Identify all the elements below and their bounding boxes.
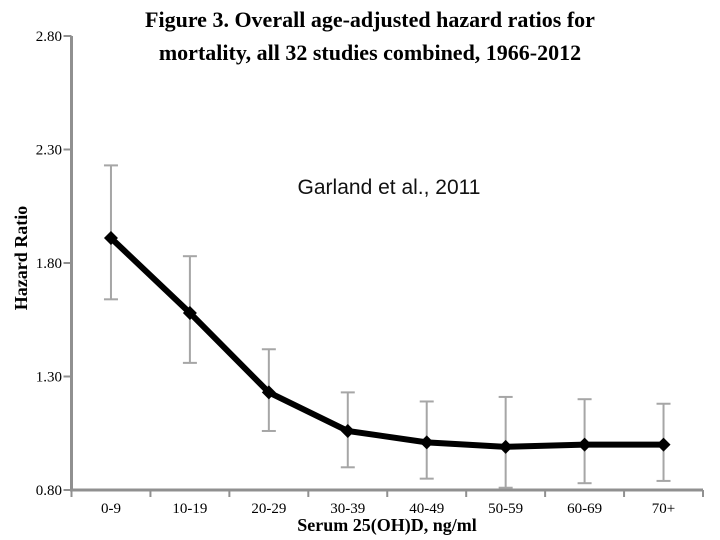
x-tick-label: 50-59 (488, 501, 523, 517)
x-tick-label: 40-49 (409, 501, 444, 517)
data-point-marker (419, 435, 434, 450)
data-point-marker (656, 437, 671, 452)
data-point-marker (261, 385, 276, 400)
figure-title-line-2: mortality, all 32 studies combined, 1966… (158, 40, 582, 65)
data-point-marker (340, 423, 355, 438)
x-tick-label: 60-69 (567, 501, 602, 517)
data-point-marker (498, 439, 513, 454)
data-point-marker (182, 305, 197, 320)
y-tick-label: 2.80 (36, 29, 62, 45)
x-tick-label: 30-39 (330, 501, 365, 517)
y-tick-label: 1.30 (36, 370, 62, 386)
y-tick-label: 0.80 (36, 483, 62, 499)
series-line (108, 235, 664, 450)
x-tick-label: 0-9 (101, 501, 121, 517)
data-point-marker (577, 437, 592, 452)
figure-title: Figure 3. Overall age-adjusted hazard ra… (20, 3, 720, 69)
data-point-marker (103, 231, 118, 246)
x-tick-label: 10-19 (172, 501, 207, 517)
y-tick-label: 1.80 (36, 256, 62, 272)
x-axis-title: Serum 25(OH)D, ng/ml (297, 515, 477, 536)
y-axis-title: Hazard Ratio (11, 206, 31, 310)
x-tick-label: 70+ (652, 501, 675, 517)
annotation-citation: Garland et al., 2011 (297, 176, 481, 199)
figure-title-line-1: Figure 3. Overall age-adjusted hazard ra… (145, 7, 595, 32)
y-tick-label: 2.30 (36, 143, 62, 159)
x-tick-label: 20-29 (251, 501, 286, 517)
